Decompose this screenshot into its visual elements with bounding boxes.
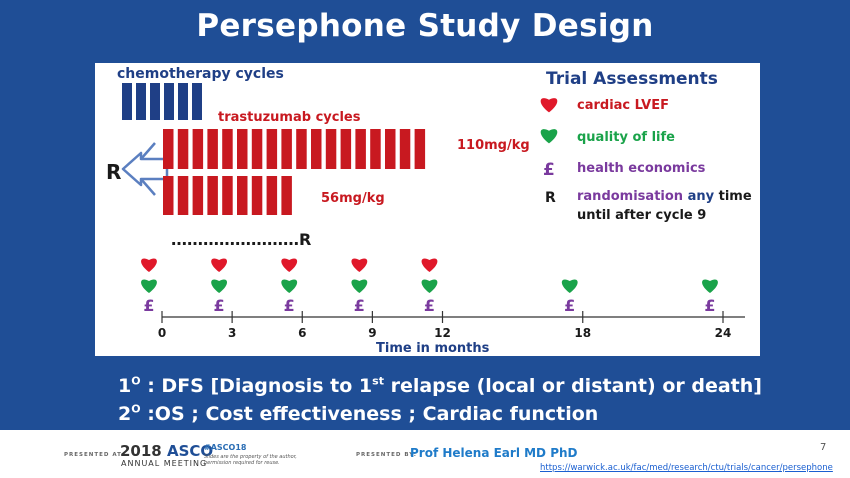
timeline-tick-label: 6 <box>298 326 306 340</box>
trastuzumab-short-cycle-bar <box>266 176 278 215</box>
timeline-pound-icon: £ <box>704 296 715 315</box>
trastuzumab-cycle-bar <box>370 129 381 169</box>
outcomes-block: 1O : DFS [Diagnosis to 1st relapse (loca… <box>118 372 762 428</box>
presenter-name: Prof Helena Earl MD PhD <box>410 446 578 460</box>
trastuzumab-cycle-bar <box>414 129 426 169</box>
timeline-pound-icon: £ <box>424 296 435 315</box>
trastuzumab-cycle-bar <box>192 129 204 169</box>
timeline-heart-green-icon <box>281 279 298 293</box>
trastuzumab-short-cycle-bar <box>192 176 204 215</box>
trastuzumab-short-cycle-bar <box>207 176 218 215</box>
timeline-pound-icon: £ <box>284 296 295 315</box>
rights-note: Slides are the property of the author, p… <box>204 454 297 466</box>
footer: PRESENTED AT: 2018 ASCO ANNUAL MEETING #… <box>0 430 850 478</box>
trastuzumab-cycle-bar <box>177 129 189 169</box>
randomisation-branch-icon <box>140 142 156 196</box>
slide-title: Persephone Study Design <box>196 8 654 44</box>
trastuzumab-cycle-bar <box>385 129 396 169</box>
trastuzumab-cycle-bar <box>266 129 278 169</box>
legend-econ-label: health economics <box>577 161 706 176</box>
trastuzumab-label: trastuzumab cycles <box>218 110 361 125</box>
trastuzumab-short-cycle-bar <box>281 176 292 215</box>
trastuzumab-cycle-bar <box>222 129 233 169</box>
presented-at-label: PRESENTED AT: <box>64 452 125 458</box>
timeline-tick-label: 9 <box>368 326 376 340</box>
trastuzumab-cycle-bar <box>355 129 366 169</box>
timeline-tick-label: 0 <box>158 326 166 340</box>
source-link[interactable]: https://warwick.ac.uk/fac/med/research/c… <box>540 463 833 473</box>
legend-heart-red-icon <box>540 98 558 113</box>
page-number: 7 <box>820 442 827 453</box>
trastuzumab-cycle-bar <box>251 129 263 169</box>
timeline-heart-green-icon <box>141 279 157 293</box>
trastuzumab-short-cycle-bar <box>222 176 233 215</box>
legend-randomisation-label: randomisation any time <box>577 189 752 204</box>
randomisation-arrow-icon <box>121 151 169 187</box>
trastuzumab-cycle-bar <box>296 129 307 169</box>
timeline-heart-green-icon <box>421 279 438 293</box>
legend-pound-icon: £ <box>543 160 555 180</box>
secondary-outcome: 2O :OS ; Cost effectiveness ; Cardiac fu… <box>118 402 599 425</box>
timeline-tick-label: 12 <box>434 326 451 340</box>
timeline-pound-icon: £ <box>354 296 365 315</box>
trastuzumab-cycle-bar <box>340 129 352 169</box>
legend-randomisation-line2: until after cycle 9 <box>577 208 706 223</box>
trastuzumab-cycle-bar <box>399 129 411 169</box>
trastuzumab-short-cycle-bar <box>163 176 174 215</box>
trastuzumab-short-cycle-bar <box>237 176 248 215</box>
arm-long-label: 110mg/kg <box>457 138 530 153</box>
chemo-cycle-bar <box>164 83 174 120</box>
timeline-pound-icon: £ <box>143 296 154 315</box>
legend-qol-label: quality of life <box>577 130 675 145</box>
trastuzumab-cycle-bar <box>281 129 292 169</box>
trastuzumab-short-cycle-bar <box>177 176 189 215</box>
presented-by-label: PRESENTED BY: <box>356 452 417 458</box>
timeline-axis-label: Time in months <box>376 341 490 356</box>
timeline-heart-red-icon <box>211 258 228 272</box>
study-design-panel: chemotherapy cycles trastuzumab cycles 1… <box>95 63 760 356</box>
hashtag: #ASCO18 <box>204 443 247 452</box>
timeline-heart-green-icon <box>351 279 368 293</box>
timeline-pound-icon: £ <box>564 296 575 315</box>
chemo-cycle-bar <box>150 83 160 120</box>
chemo-cycle-bar <box>178 83 188 120</box>
timeline-tick-label: 24 <box>715 326 732 340</box>
meeting-logo: 2018 ASCO <box>120 442 214 460</box>
trastuzumab-short-cycle-bar <box>251 176 263 215</box>
legend-cardiac-label: cardiac LVEF <box>577 98 669 113</box>
timeline-heart-green-icon <box>211 279 228 293</box>
timeline-heart-green-icon <box>702 279 718 293</box>
legend-r-symbol: R <box>545 190 556 206</box>
legend-heart-green-icon <box>540 129 558 144</box>
primary-outcome: 1O : DFS [Diagnosis to 1st relapse (loca… <box>118 374 762 397</box>
arm-short-label: 56mg/kg <box>321 191 385 206</box>
timeline-pound-icon: £ <box>214 296 225 315</box>
legend-title: Trial Assessments <box>546 69 718 89</box>
trastuzumab-cycle-bar <box>163 129 174 169</box>
trastuzumab-cycle-bar <box>311 129 322 169</box>
trastuzumab-cycle-bar <box>207 129 218 169</box>
slide-background: Persephone Study Design chemotherapy cyc… <box>0 0 850 430</box>
timeline-heart-red-icon <box>141 258 157 272</box>
chemo-cycle-bar <box>122 83 132 120</box>
timeline-tick-label: 3 <box>228 326 236 340</box>
study-design-diagram: chemotherapy cycles trastuzumab cycles 1… <box>106 66 752 356</box>
chemo-cycle-bar <box>136 83 146 120</box>
trastuzumab-cycle-bar <box>237 129 248 169</box>
chemo-label: chemotherapy cycles <box>117 66 284 82</box>
timeline-heart-red-icon <box>351 258 368 272</box>
timeline-tick-label: 18 <box>574 326 591 340</box>
trastuzumab-cycle-bar <box>325 129 337 169</box>
randomisation-r: R <box>106 160 121 184</box>
timeline-heart-red-icon <box>281 258 298 272</box>
randomisation-window: ……………………R <box>171 230 311 249</box>
timeline-heart-red-icon <box>421 258 438 272</box>
timeline-heart-green-icon <box>561 279 578 293</box>
chemo-cycle-bar <box>192 83 202 120</box>
meeting-subtitle: ANNUAL MEETING <box>121 459 208 468</box>
